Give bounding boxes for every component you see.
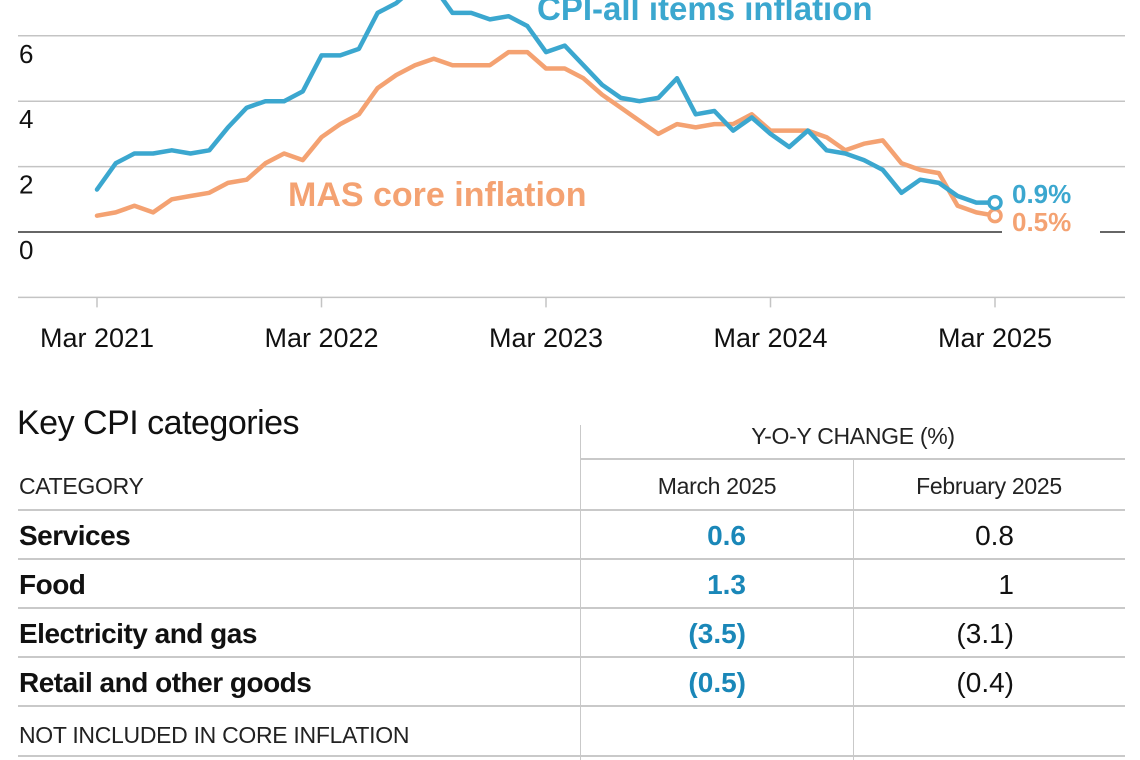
y-axis: 8 6 4 2 0 (19, 0, 33, 265)
column-header-march: March 2025 (657, 473, 777, 499)
series-label-core: MAS core inflation (288, 176, 586, 214)
february-value: 0.8 (975, 520, 1014, 551)
category-name: Food (19, 569, 86, 600)
x-tick-label: Mar 2024 (713, 323, 827, 353)
end-point-marker (987, 194, 1003, 211)
series-lines (94, 0, 1003, 224)
x-tick-label: Mar 2022 (264, 323, 378, 353)
category-name: Electricity and gas (19, 618, 257, 649)
column-divider (580, 425, 581, 760)
table-title: Key CPI categories (17, 404, 300, 442)
y-tick-label: 0 (19, 235, 33, 265)
end-label-cpi: 0.9% (1012, 179, 1071, 209)
march-value: 1.3 (707, 569, 746, 600)
march-value: (0.5) (688, 667, 746, 698)
x-tick-label: Mar 2023 (489, 323, 603, 353)
end-label-core: 0.5% (1012, 207, 1071, 237)
divider (18, 607, 1125, 609)
divider (18, 656, 1125, 658)
february-value: 1 (998, 569, 1014, 600)
divider (581, 458, 1125, 460)
divider (18, 509, 1125, 511)
march-value: 0.6 (707, 520, 746, 551)
x-tick-label: Mar 2021 (40, 323, 154, 353)
x-axis: Mar 2021 Mar 2022 Mar 2023 Mar 2024 Mar 2025 (40, 297, 1052, 353)
series-line (94, 0, 998, 205)
end-point-marker (987, 207, 1003, 224)
category-name: Services (19, 520, 131, 551)
x-tick-label: Mar 2025 (938, 323, 1052, 353)
column-header-february: February 2025 (916, 473, 1062, 499)
divider (18, 558, 1125, 560)
column-header-category: CATEGORY (19, 473, 144, 499)
column-divider (853, 459, 854, 760)
section-label: NOT INCLUDED IN CORE INFLATION (19, 722, 410, 748)
series-line (94, 49, 998, 218)
grid (18, 35, 1125, 299)
y-tick-label: 2 (19, 170, 33, 200)
series-label-cpi: CPI-all items inflation (537, 0, 873, 27)
group-header: Y-O-Y CHANGE (%) (751, 423, 955, 449)
y-tick-label: 6 (19, 39, 33, 69)
february-value: (3.1) (956, 618, 1014, 649)
divider (18, 705, 1125, 707)
february-value: (0.4) (956, 667, 1014, 698)
march-value: (3.5) (688, 618, 746, 649)
y-tick-label: 4 (19, 104, 33, 134)
category-name: Retail and other goods (19, 667, 312, 698)
divider (18, 755, 1125, 757)
y-tick-label: 8 (19, 0, 33, 3)
